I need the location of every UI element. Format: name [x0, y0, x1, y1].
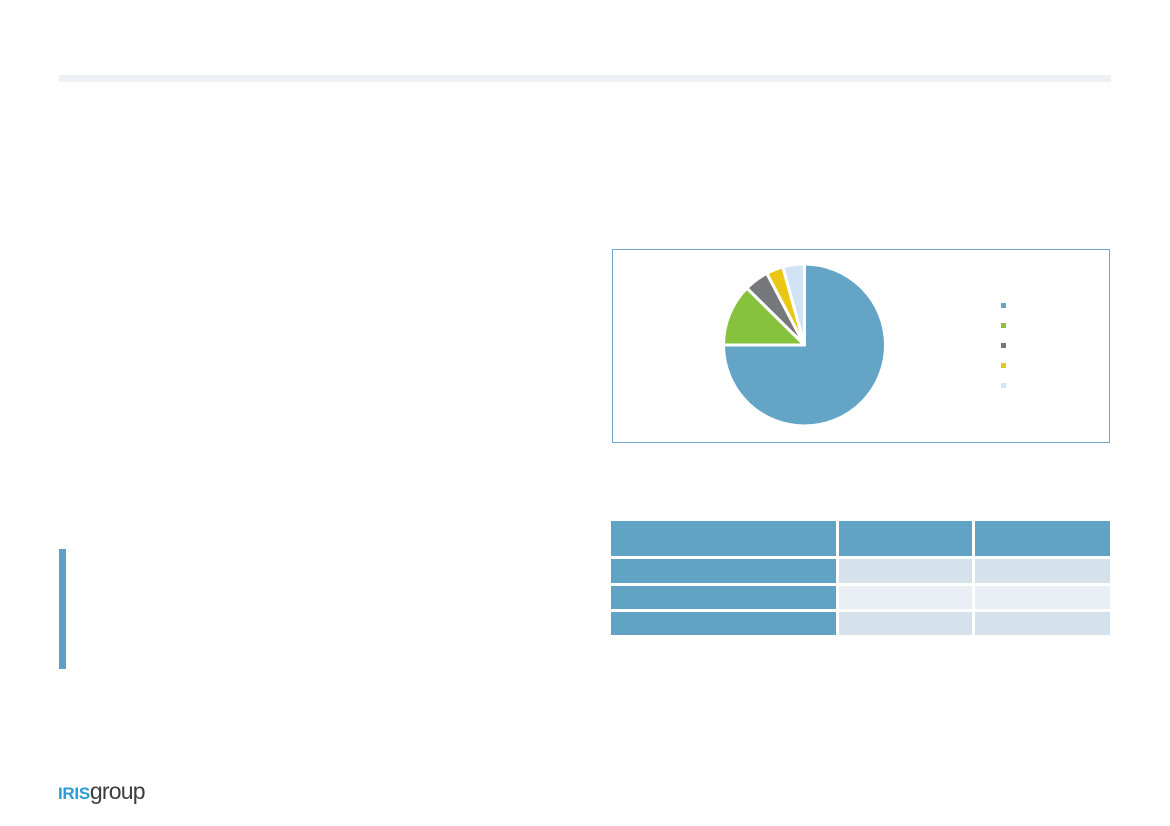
table-cell-1-1 [839, 586, 972, 609]
pie-slice-4 [781, 262, 806, 347]
table-header-cell-2 [975, 521, 1110, 556]
irisgroup-logo: IRISgroup [58, 778, 146, 805]
header-divider-band [59, 75, 1111, 82]
table-cell-2-1 [839, 612, 972, 635]
table-cell-2-2 [975, 612, 1110, 635]
pie-chart [722, 262, 1006, 428]
logo-text-iris: IRIS [58, 784, 90, 803]
table-row-label-cell-0 [611, 559, 836, 583]
table-header-cell-0 [611, 521, 836, 556]
table-cell-0-2 [975, 559, 1110, 583]
table-header-cell-1 [839, 521, 972, 556]
legend-swatch-3 [1001, 363, 1006, 368]
table-row-label-cell-2 [611, 612, 836, 635]
table-row-label-cell-1 [611, 586, 836, 609]
legend-swatch-0 [1001, 303, 1006, 308]
data-table [611, 521, 1110, 635]
table-cell-0-1 [839, 559, 972, 583]
legend-swatch-1 [1001, 323, 1006, 328]
legend-swatch-2 [1001, 343, 1006, 348]
left-accent-bar [59, 549, 66, 669]
table-cell-1-2 [975, 586, 1110, 609]
logo-text-group: group [89, 778, 146, 804]
legend-swatch-4 [1001, 383, 1006, 388]
pie-chart-panel [612, 249, 1110, 443]
